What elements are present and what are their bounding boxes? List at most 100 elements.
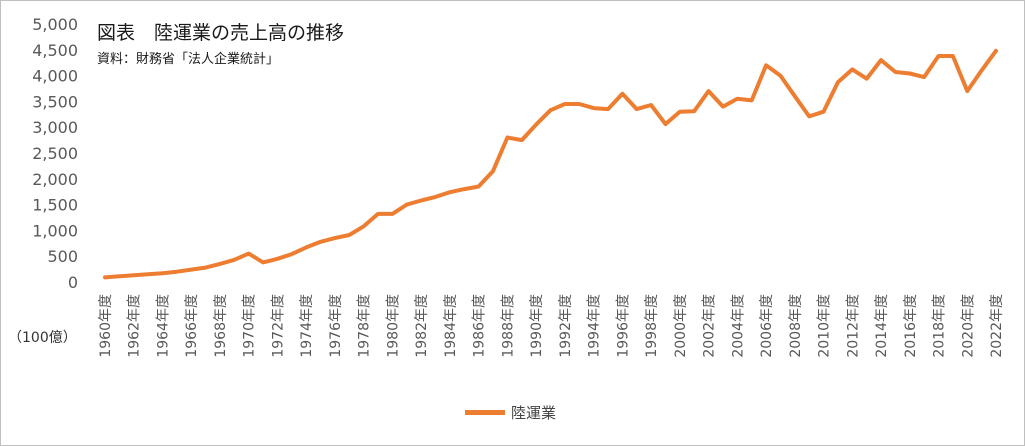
x-tick-label: 1966年度 bbox=[184, 294, 200, 358]
x-tick-label: 2022年度 bbox=[989, 294, 1005, 358]
y-tick-label: 1,500 bbox=[32, 196, 78, 215]
x-tick-label: 1998年度 bbox=[644, 294, 660, 358]
legend-label: 陸運業 bbox=[511, 404, 557, 422]
data-point bbox=[995, 50, 997, 52]
y-tick-label: 2,500 bbox=[32, 144, 78, 163]
data-point bbox=[823, 111, 824, 113]
data-point bbox=[779, 75, 781, 77]
y-unit-label: （100億） bbox=[8, 330, 77, 346]
x-tick-label: 1970年度 bbox=[242, 294, 258, 358]
data-point bbox=[118, 275, 120, 277]
data-point bbox=[190, 269, 192, 271]
data-point bbox=[291, 253, 293, 255]
data-point bbox=[449, 191, 451, 193]
x-tick-label: 1972年度 bbox=[270, 294, 286, 358]
x-tick-label: 1974年度 bbox=[299, 294, 315, 358]
data-point bbox=[535, 124, 537, 126]
data-point bbox=[894, 71, 896, 73]
data-point bbox=[794, 95, 796, 97]
data-point bbox=[248, 253, 250, 255]
data-point bbox=[837, 81, 839, 83]
data-point bbox=[320, 241, 322, 243]
x-tick-label: 1994年度 bbox=[587, 294, 603, 358]
data-point bbox=[966, 90, 968, 92]
data-point bbox=[348, 234, 350, 236]
x-tick-label: 1992年度 bbox=[558, 294, 574, 358]
data-point bbox=[621, 93, 623, 95]
data-point bbox=[938, 55, 939, 57]
data-point bbox=[923, 76, 925, 78]
data-point bbox=[607, 108, 609, 110]
x-axis: 1960年度 1962年度 1964年度 1966年度 1968年度 1970年度 1972… bbox=[98, 294, 1005, 358]
data-point bbox=[104, 276, 106, 278]
data-point bbox=[909, 73, 911, 74]
data-point bbox=[305, 246, 307, 248]
y-tick-label: 0 bbox=[68, 273, 78, 292]
x-tick-label: 2016年度 bbox=[903, 294, 919, 358]
data-point bbox=[736, 98, 738, 100]
data-point bbox=[550, 109, 551, 111]
y-tick-label: 4,500 bbox=[32, 41, 78, 60]
y-axis: 5,000 4,500 4,000 3,500 3,000 2,500 2,000 1,500… bbox=[32, 15, 78, 292]
data-point bbox=[679, 111, 681, 113]
data-point bbox=[162, 272, 163, 274]
x-tick-label: 1990年度 bbox=[529, 294, 545, 358]
x-tick-label: 2012年度 bbox=[845, 294, 861, 358]
data-point bbox=[866, 78, 868, 80]
data-point bbox=[262, 261, 264, 263]
data-point bbox=[693, 110, 695, 112]
data-point bbox=[952, 55, 954, 57]
data-point bbox=[133, 274, 135, 276]
x-tick-label: 1980年度 bbox=[385, 294, 401, 358]
x-tick-label: 1976年度 bbox=[328, 294, 344, 358]
data-point bbox=[233, 259, 235, 261]
chart-subtitle: 資料：財務省「法人企業統計」 bbox=[97, 52, 280, 67]
y-tick-label: 3,500 bbox=[32, 92, 78, 111]
data-point bbox=[176, 271, 178, 273]
data-point bbox=[463, 188, 465, 190]
data-point bbox=[636, 108, 638, 110]
x-tick-label: 1984年度 bbox=[443, 294, 459, 358]
data-point bbox=[334, 237, 336, 239]
legend-swatch bbox=[465, 410, 505, 415]
data-point bbox=[406, 204, 408, 206]
y-tick-label: 500 bbox=[47, 247, 78, 266]
data-point bbox=[506, 137, 508, 138]
y-tick-label: 5,000 bbox=[32, 15, 78, 34]
data-point bbox=[521, 139, 523, 141]
series-layer bbox=[103, 48, 998, 280]
data-point bbox=[219, 263, 221, 265]
x-tick-label: 2020年度 bbox=[960, 294, 976, 358]
data-point bbox=[851, 68, 853, 70]
x-tick-label: 1968年度 bbox=[213, 294, 229, 358]
data-point bbox=[722, 106, 724, 108]
data-point bbox=[277, 258, 278, 260]
x-tick-label: 1996年度 bbox=[615, 294, 631, 358]
data-point bbox=[665, 123, 666, 125]
data-point bbox=[765, 64, 767, 66]
data-point bbox=[593, 107, 595, 109]
x-tick-label: 2004年度 bbox=[730, 294, 746, 358]
data-point bbox=[492, 170, 494, 172]
x-tick-label: 1988年度 bbox=[500, 294, 516, 358]
data-point bbox=[420, 200, 422, 201]
data-point bbox=[650, 104, 652, 106]
data-point bbox=[981, 69, 983, 71]
x-tick-label: 2014年度 bbox=[874, 294, 890, 358]
series-line bbox=[103, 48, 998, 280]
x-tick-label: 1960年度 bbox=[98, 294, 114, 358]
data-point bbox=[564, 103, 566, 105]
data-point bbox=[478, 186, 480, 187]
data-point bbox=[880, 59, 882, 61]
x-tick-label: 1964年度 bbox=[155, 294, 171, 358]
data-point bbox=[205, 267, 207, 269]
legend: 陸運業 bbox=[465, 402, 556, 423]
data-point bbox=[363, 225, 365, 227]
x-tick-label: 2000年度 bbox=[673, 294, 689, 358]
data-point bbox=[377, 213, 379, 215]
x-tick-label: 1982年度 bbox=[414, 294, 430, 358]
x-tick-label: 1962年度 bbox=[127, 294, 143, 358]
x-tick-label: 2002年度 bbox=[702, 294, 718, 358]
